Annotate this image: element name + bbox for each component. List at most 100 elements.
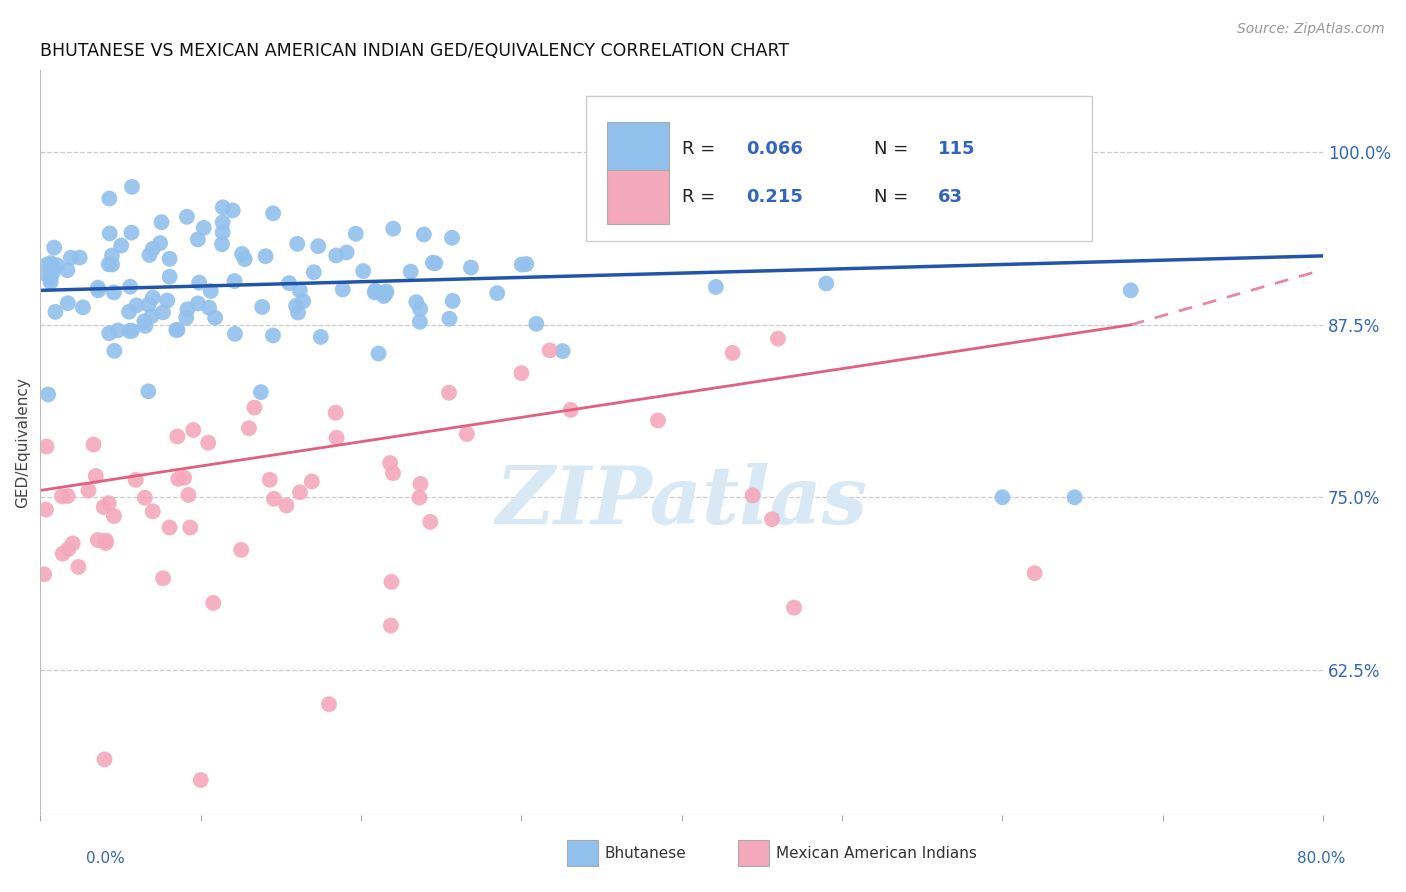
Point <box>1024 566 1046 581</box>
Point <box>380 618 402 632</box>
Point <box>441 293 464 308</box>
Point <box>364 284 387 298</box>
Point <box>486 286 509 301</box>
Point <box>159 269 181 284</box>
Point <box>200 284 222 298</box>
Point <box>39 275 62 289</box>
Point <box>285 299 308 313</box>
Point <box>32 567 55 582</box>
Point <box>35 502 58 516</box>
Text: 0.066: 0.066 <box>747 140 803 158</box>
Point <box>150 215 173 229</box>
Point <box>174 310 197 325</box>
Point <box>285 236 308 251</box>
Point <box>211 200 233 214</box>
Point <box>741 488 763 502</box>
Point <box>233 252 256 267</box>
Point <box>93 500 115 514</box>
Point <box>87 280 110 294</box>
Point <box>647 413 669 427</box>
Text: R =: R = <box>682 140 721 158</box>
Point <box>399 265 422 279</box>
Point <box>149 235 172 250</box>
Point <box>325 431 347 445</box>
Point <box>125 473 148 487</box>
Point <box>221 203 243 218</box>
Point <box>125 298 148 312</box>
Point <box>179 520 201 534</box>
Point <box>120 279 142 293</box>
Point <box>83 437 105 451</box>
Point <box>250 300 273 314</box>
Point <box>783 600 806 615</box>
Point <box>412 227 434 242</box>
Point <box>409 477 432 491</box>
Text: Bhutanese: Bhutanese <box>605 847 686 861</box>
Point <box>332 282 354 296</box>
Point <box>439 311 461 326</box>
Point <box>190 773 212 788</box>
Point <box>188 276 211 290</box>
Point <box>367 346 389 360</box>
Point <box>1119 284 1142 298</box>
Point <box>408 491 430 505</box>
Point <box>325 406 347 420</box>
Point <box>224 326 246 341</box>
Point <box>35 440 58 454</box>
Point <box>409 301 432 316</box>
Point <box>437 385 460 400</box>
Point <box>231 543 253 558</box>
Point <box>142 242 165 256</box>
Point <box>98 326 121 341</box>
Point <box>87 533 110 547</box>
Point <box>142 291 165 305</box>
Point <box>373 289 395 303</box>
Point <box>97 257 120 271</box>
Point <box>288 485 311 500</box>
Point <box>138 384 160 399</box>
Point <box>118 324 141 338</box>
Point <box>276 499 298 513</box>
Point <box>37 387 59 401</box>
Point <box>1063 490 1085 504</box>
Point <box>378 456 401 470</box>
Point <box>176 210 198 224</box>
FancyBboxPatch shape <box>585 95 1092 241</box>
Text: N =: N = <box>875 188 920 206</box>
Point <box>152 305 174 319</box>
Point <box>325 248 347 262</box>
Point <box>515 257 537 271</box>
Point <box>39 271 62 285</box>
Point <box>288 283 311 297</box>
FancyBboxPatch shape <box>738 840 769 866</box>
Point <box>165 323 187 337</box>
Point <box>39 264 62 278</box>
Point <box>224 274 246 288</box>
Point <box>292 294 315 309</box>
Point <box>460 260 482 275</box>
Point <box>721 346 744 360</box>
Point <box>198 301 221 315</box>
Point <box>134 314 156 328</box>
Point <box>56 296 79 310</box>
Point <box>364 285 387 300</box>
Point <box>262 206 284 220</box>
Point <box>52 547 75 561</box>
Point <box>405 295 427 310</box>
Point <box>263 491 285 506</box>
Point <box>121 226 143 240</box>
Point <box>159 252 181 266</box>
Point <box>380 574 402 589</box>
Point <box>101 258 124 272</box>
Point <box>44 241 66 255</box>
Point <box>538 343 561 358</box>
Point <box>204 310 226 325</box>
Point <box>134 318 156 333</box>
Point <box>187 232 209 246</box>
Point <box>419 515 441 529</box>
Point <box>98 192 121 206</box>
Point <box>103 285 125 300</box>
Point <box>766 332 789 346</box>
Point <box>69 251 91 265</box>
Point <box>121 179 143 194</box>
